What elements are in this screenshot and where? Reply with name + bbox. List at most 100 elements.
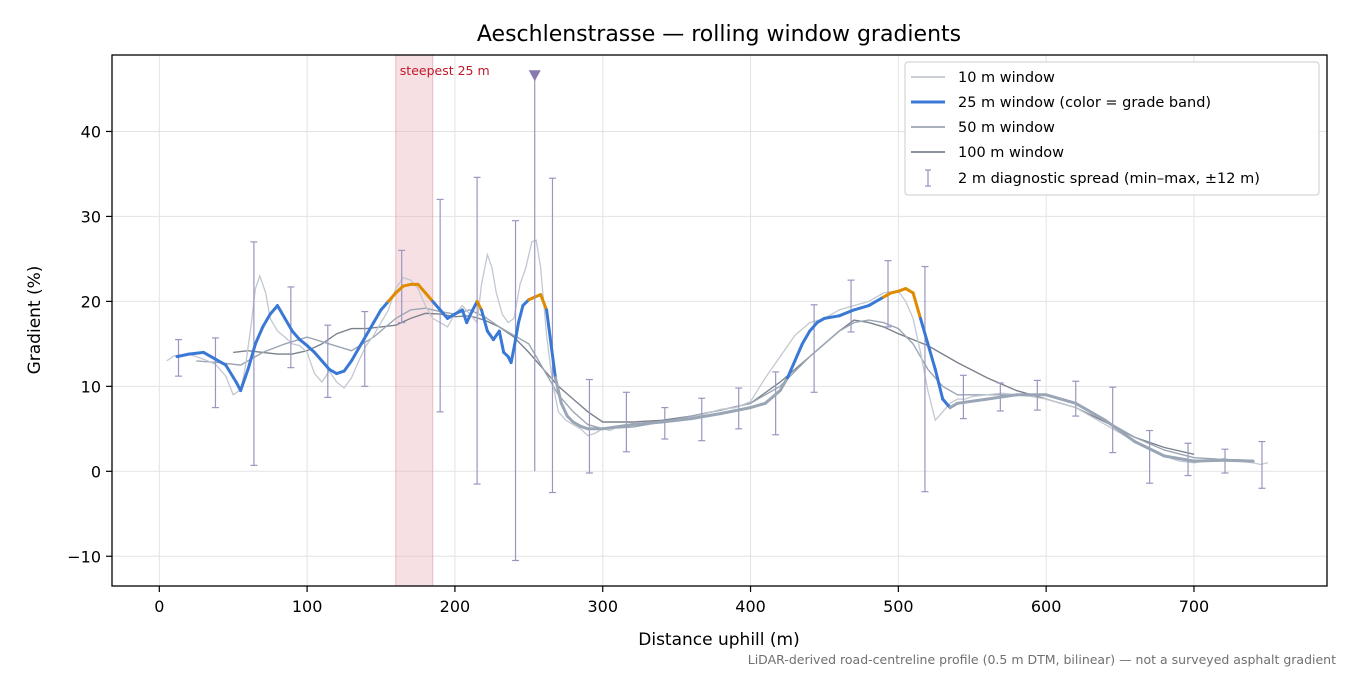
series-25m-segment [778, 376, 789, 393]
y-tick-label: 30 [81, 207, 101, 226]
series-25m-segment [553, 376, 563, 405]
series-25m-segment [460, 308, 469, 325]
errorbar [175, 339, 183, 377]
legend-label-errorbar: 2 m diagnostic spread (min–max, ±12 m) [958, 171, 1260, 187]
series-25m-segment [559, 401, 569, 418]
series-25m-segment [261, 312, 272, 329]
series-25m-segment [379, 299, 390, 312]
series-25m-segment [202, 350, 217, 361]
series-25m-segment [276, 304, 287, 320]
errorbar [921, 265, 929, 493]
series-25m-segment [786, 359, 797, 380]
y-tick-label: 40 [81, 122, 101, 141]
series-25m-segment [1133, 440, 1166, 458]
errorbar [211, 337, 219, 409]
series-25m-segment [372, 308, 383, 325]
series-25m-segment [689, 412, 723, 421]
series-25m-segment [1103, 418, 1137, 444]
series-25m-segment [386, 291, 398, 303]
y-axis-label: Gradient (%) [25, 266, 45, 375]
legend-label-25m: 25 m window (color = grade band) [958, 95, 1211, 111]
x-tick-label: 0 [154, 597, 164, 616]
x-tick-label: 100 [292, 597, 323, 616]
y-tick-label: 0 [91, 462, 101, 481]
series-25m-segment [394, 284, 405, 295]
series-25m-segment [480, 308, 489, 333]
series-25m-segment [313, 350, 324, 363]
series-25m-segment [911, 291, 922, 320]
series-25m-segment [919, 316, 930, 346]
y-tick-label: 10 [81, 377, 101, 396]
series-25m-segment [549, 342, 557, 380]
legend-label-100m: 100 m window [958, 145, 1064, 161]
series-25m-segment [342, 359, 353, 373]
series-25m-segment [1222, 458, 1255, 463]
series-25m-segment [1192, 458, 1225, 463]
plot-area [166, 70, 1269, 562]
errorbar [698, 397, 706, 442]
series-25m-segment [517, 304, 525, 325]
series-25m-segment [253, 325, 265, 346]
errorbar [473, 176, 481, 485]
series-25m-segment [283, 316, 294, 333]
steepest-annotation: steepest 25 m [400, 63, 490, 78]
series-25m-segment [509, 346, 516, 365]
legend-label-50m: 50 m window [958, 120, 1055, 136]
errorbar [622, 391, 630, 453]
x-tick-label: 200 [440, 597, 471, 616]
errorbar [1258, 440, 1266, 489]
errorbar [361, 310, 369, 387]
errorbar [810, 304, 818, 393]
x-tick-label: 300 [587, 597, 618, 616]
axis-ticks: 0 100 200 300 400 500 600 700 −10 0 10 20 30 40 [67, 122, 1209, 616]
series-25m-segment [239, 367, 250, 393]
footnote: LiDAR-derived road-centreline profile (0… [748, 652, 1336, 667]
series-25m-segment [1044, 393, 1078, 405]
series-25m-segment [800, 329, 812, 346]
y-tick-label: 20 [81, 292, 101, 311]
series-25m-segment [539, 293, 549, 312]
series-25m-segment [364, 321, 376, 337]
series-25m-segment [246, 342, 257, 371]
series-25m-segment [808, 321, 819, 333]
errorbar [772, 371, 780, 436]
series-25m-segment [822, 314, 841, 320]
series-25m-segment [719, 406, 752, 415]
errorbar [1109, 386, 1117, 454]
errorbar [585, 378, 593, 474]
legend: 10 m window 25 m window (color = grade b… [904, 61, 1320, 196]
series-25m-segment [416, 282, 427, 295]
errorbar [324, 324, 332, 398]
series-100m-line [233, 312, 1195, 455]
series-25m-segment [214, 357, 228, 367]
series-25m-segment [320, 359, 331, 371]
series-25m-segment [224, 363, 238, 384]
series-25m-segment [749, 401, 767, 410]
series-25m-segment [956, 397, 989, 405]
errorbar [959, 374, 967, 420]
series-25m-segment [512, 321, 520, 350]
series-25m-segment [601, 423, 634, 431]
legend-label-10m: 10 m window [958, 70, 1055, 86]
series-25m-segment [985, 393, 1019, 401]
errorbar [436, 198, 444, 413]
series-25m-segment [926, 342, 937, 371]
errorbar [512, 220, 520, 562]
series-25m-segment [763, 389, 782, 405]
x-tick-label: 400 [735, 597, 766, 616]
x-tick-label: 700 [1179, 597, 1210, 616]
y-tick-label: −10 [67, 547, 101, 566]
errorbar [847, 279, 855, 333]
chart-title: Aeschlenstrasse — rolling window gradien… [477, 22, 961, 47]
series-25m-segment [350, 346, 361, 363]
series-25m-segment [837, 308, 856, 318]
series-25m-segment [465, 308, 475, 325]
series-25m-segment [545, 308, 553, 346]
series-25m-segment [485, 329, 495, 342]
errorbar [1072, 380, 1080, 417]
series-25m-segment [431, 299, 442, 312]
series-25m-segment [187, 350, 206, 356]
series-25m-segment [475, 299, 483, 312]
series-25m-segment [438, 308, 449, 320]
